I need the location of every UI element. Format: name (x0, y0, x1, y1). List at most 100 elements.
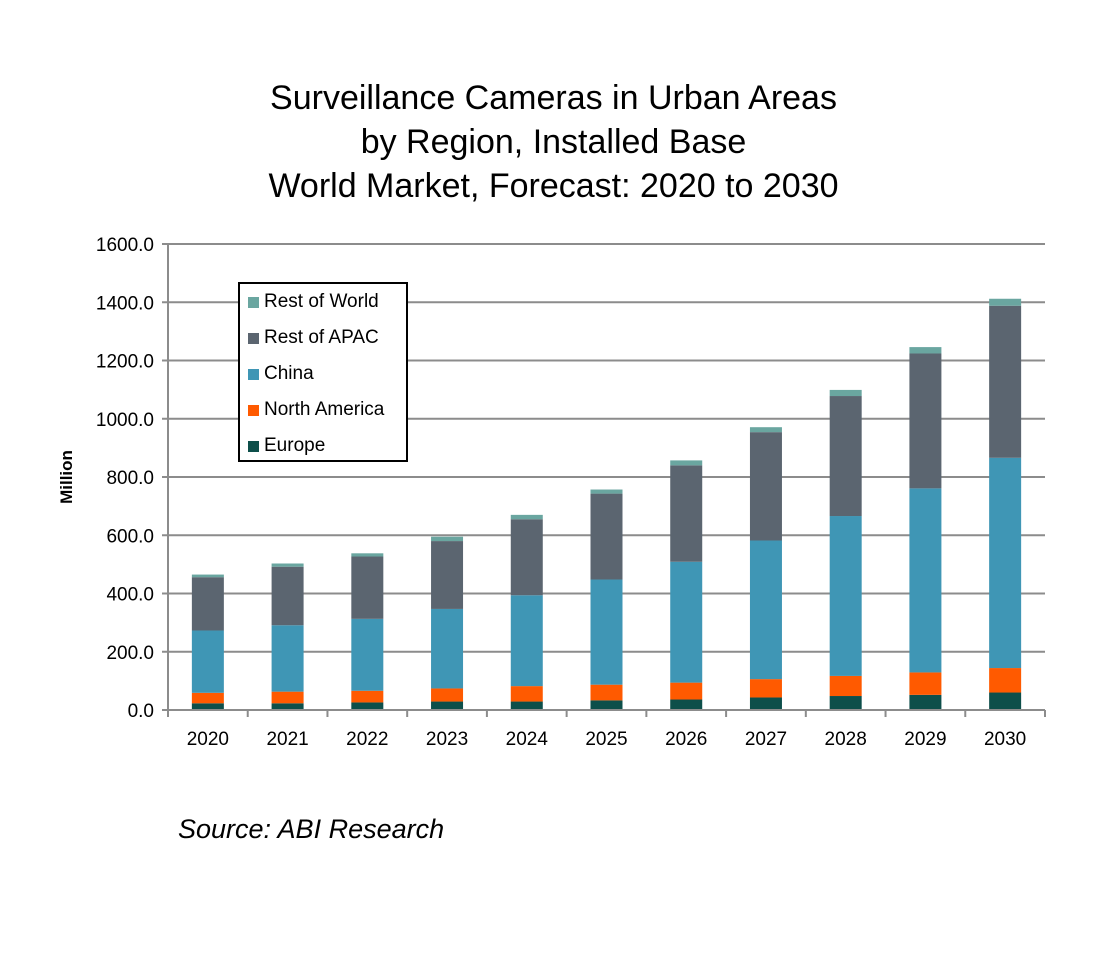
bar-segment-rest-of-apac (670, 465, 703, 562)
chart-title-line-2: by Region, Installed Base (360, 123, 747, 161)
legend-swatch (248, 296, 259, 308)
bar-segment-north-america (191, 692, 224, 704)
bar-segment-north-america (749, 679, 782, 698)
legend-swatch (248, 368, 259, 380)
bar-segment-china (909, 488, 942, 673)
legend-item: Rest of World (248, 290, 379, 314)
bar-segment-europe (909, 694, 942, 710)
x-tick-label: 2030 (984, 729, 1026, 750)
x-tick-label: 2028 (825, 729, 867, 750)
bar-segment-china (191, 630, 224, 693)
legend-item: China (248, 362, 314, 386)
y-tick-label: 200.0 (106, 643, 154, 664)
source-note: Source: ABI Research (178, 814, 445, 844)
bar-segment-europe (829, 696, 862, 710)
legend-item: Rest of APAC (248, 326, 379, 350)
bar-segment-rest-of-world (829, 389, 862, 397)
legend-label: China (264, 363, 314, 384)
bar-segment-europe (989, 692, 1022, 710)
bar-segment-rest-of-apac (829, 396, 862, 517)
bar-segment-rest-of-apac (510, 519, 543, 596)
bar-segment-china (749, 540, 782, 680)
bar-segment-north-america (590, 684, 623, 701)
bar-segment-china (829, 516, 862, 676)
bar-segment-china (351, 618, 384, 691)
bar-segment-china (989, 457, 1022, 669)
bar-segment-rest-of-world (749, 427, 782, 433)
x-tick-label: 2026 (665, 729, 707, 750)
bar-segment-europe (351, 702, 384, 710)
x-tick-label: 2021 (266, 729, 308, 750)
bar-segment-rest-of-world (351, 553, 384, 557)
bar-segment-china (590, 579, 623, 685)
bar-segment-rest-of-apac (191, 577, 224, 631)
y-tick-label: 600.0 (106, 526, 154, 547)
chart-title-line-1: Surveillance Cameras in Urban Areas (270, 79, 837, 117)
legend-swatch (248, 332, 259, 344)
legend-label: Rest of APAC (264, 327, 379, 348)
bar-segment-north-america (510, 686, 543, 702)
chart-title: Surveillance Cameras in Urban Areas by R… (0, 76, 1107, 208)
bar-segment-europe (191, 703, 224, 710)
bar-segment-rest-of-apac (749, 432, 782, 541)
y-tick-label: 400.0 (106, 585, 154, 606)
bar-segment-china (510, 595, 543, 687)
y-tick-label: 1600.0 (96, 235, 154, 256)
bar-segment-rest-of-world (191, 574, 224, 578)
legend-item: Europe (248, 434, 325, 458)
bar-segment-china (271, 625, 304, 692)
bar-segment-rest-of-world (989, 298, 1022, 306)
legend-item: North America (248, 398, 384, 422)
x-tick-labels: 2020 2021 2022 2023 2024 2025 2026 2027 2028 2029… (187, 729, 1027, 750)
bar-segment-north-america (431, 688, 464, 702)
bar-segment-rest-of-world (670, 460, 703, 466)
bar-segment-rest-of-apac (989, 305, 1022, 458)
bar-segment-north-america (989, 668, 1022, 693)
bar-segment-europe (271, 703, 304, 710)
x-tick-label: 2024 (506, 729, 549, 750)
bar-segment-europe (590, 700, 623, 710)
legend-swatch (248, 440, 259, 452)
chart-title-line-3: World Market, Forecast: 2020 to 2030 (268, 167, 839, 205)
bar-segment-north-america (829, 675, 862, 697)
legend: Rest of World Rest of APAC China North Amer… (238, 282, 408, 462)
bar-segment-europe (431, 701, 464, 710)
y-tick-label: 800.0 (106, 468, 154, 489)
bar-segment-europe (510, 701, 543, 710)
x-tick-label: 2020 (187, 729, 229, 750)
legend-label: North America (264, 399, 385, 420)
y-tick-label: 0.0 (128, 701, 154, 722)
bars (191, 298, 1022, 710)
bar-segment-rest-of-apac (351, 556, 384, 619)
bar-segment-china (431, 608, 464, 689)
bar-segment-north-america (909, 672, 942, 695)
bar-segment-china (670, 561, 703, 683)
x-tick-label: 2023 (426, 729, 468, 750)
x-tick-label: 2027 (745, 729, 787, 750)
bar-segment-rest-of-world (909, 347, 942, 354)
bar-segment-rest-of-apac (909, 353, 942, 489)
bar-segment-rest-of-apac (431, 541, 464, 609)
legend-swatch (248, 404, 259, 416)
x-tick-label: 2025 (585, 729, 627, 750)
bar-segment-rest-of-world (590, 489, 623, 494)
bar-segment-rest-of-apac (590, 493, 623, 580)
bar-segment-europe (670, 699, 703, 710)
axes (162, 243, 1046, 717)
legend-label: Europe (264, 435, 326, 456)
y-axis-label: Million (57, 450, 76, 504)
bar-segment-north-america (351, 690, 384, 703)
bar-segment-rest-of-world (510, 514, 543, 520)
y-tick-labels: 0.0 200.0 400.0 600.0 800.0 1000.0 1200.0 1400.… (96, 235, 154, 722)
legend-label: Rest of World (264, 291, 379, 312)
bar-segment-north-america (670, 682, 703, 700)
y-tick-label: 1000.0 (96, 410, 154, 431)
bar-segment-rest-of-apac (271, 566, 304, 626)
y-tick-label: 1200.0 (96, 352, 154, 373)
bar-segment-north-america (271, 691, 304, 704)
x-tick-label: 2022 (346, 729, 388, 750)
bar-segment-europe (749, 697, 782, 710)
y-tick-label: 1400.0 (96, 293, 154, 314)
bar-segment-rest-of-world (271, 563, 304, 567)
